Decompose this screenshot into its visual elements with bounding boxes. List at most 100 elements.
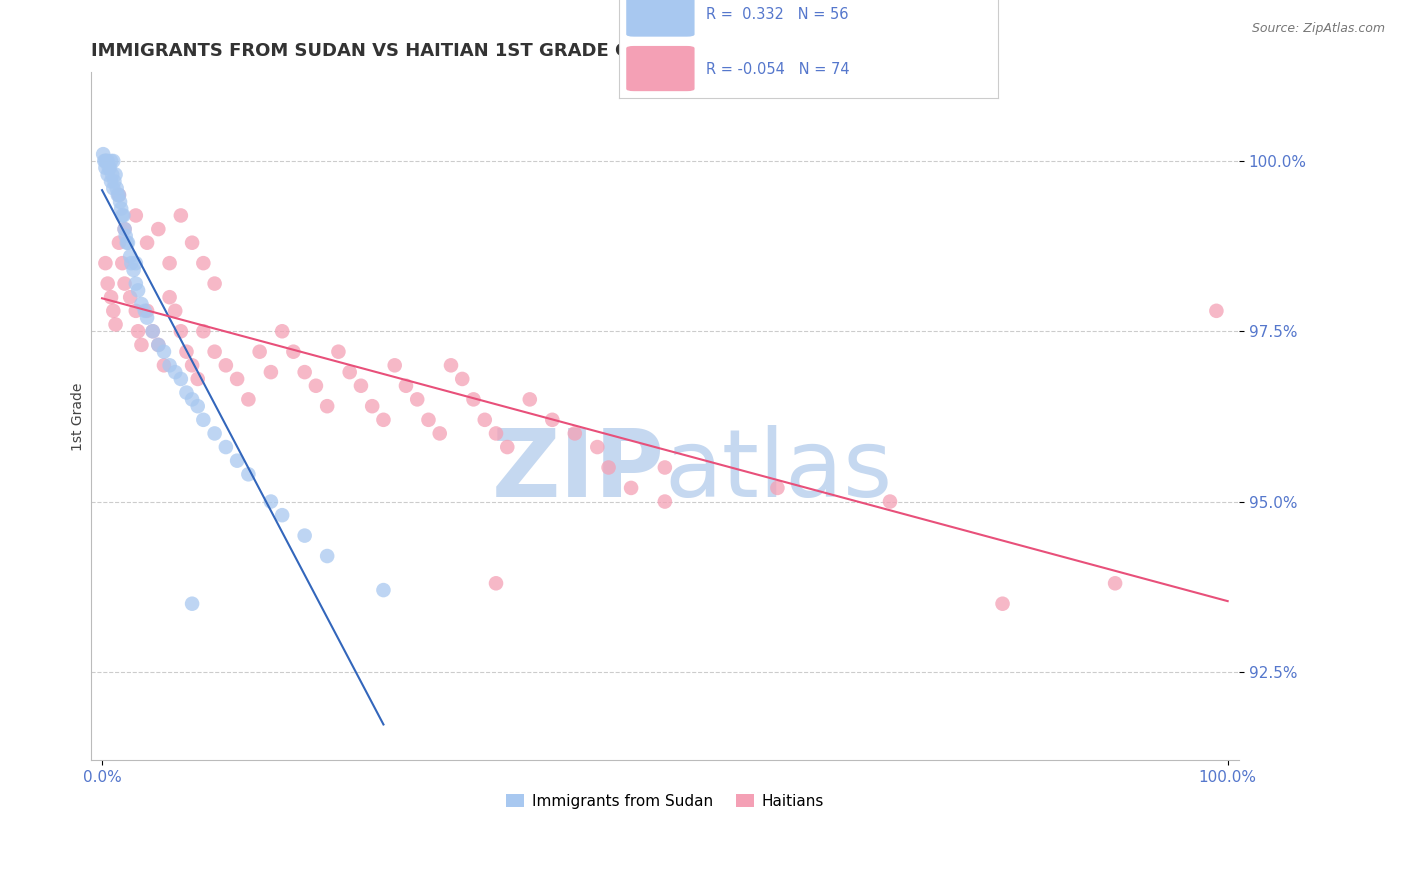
Point — [104, 318, 127, 332]
Point — [226, 372, 249, 386]
Point — [120, 290, 142, 304]
Text: R =  0.332   N = 56: R = 0.332 N = 56 — [706, 7, 848, 22]
Point — [485, 426, 508, 441]
Point — [305, 378, 328, 392]
Point — [204, 426, 226, 441]
Point — [148, 338, 170, 352]
Point — [541, 413, 564, 427]
Point — [564, 426, 586, 441]
Point — [165, 303, 187, 318]
Point — [103, 174, 125, 188]
Point — [181, 235, 204, 250]
Point — [176, 385, 198, 400]
Point — [451, 372, 474, 386]
Point — [108, 188, 131, 202]
Point — [260, 365, 283, 379]
Point — [100, 290, 122, 304]
Point — [879, 494, 901, 508]
Point — [474, 413, 496, 427]
Point — [125, 277, 148, 291]
Point — [193, 413, 215, 427]
Point — [100, 174, 122, 188]
Text: Source: ZipAtlas.com: Source: ZipAtlas.com — [1251, 22, 1385, 36]
Text: R = -0.054   N = 74: R = -0.054 N = 74 — [706, 62, 849, 77]
Point — [153, 359, 176, 373]
Point — [238, 467, 260, 482]
Point — [1104, 576, 1126, 591]
Point — [136, 235, 159, 250]
Point — [122, 263, 145, 277]
Point — [316, 399, 339, 413]
Point — [204, 344, 226, 359]
Point — [125, 256, 148, 270]
Point — [271, 508, 294, 523]
Point — [125, 209, 148, 223]
Text: IMMIGRANTS FROM SUDAN VS HAITIAN 1ST GRADE CORRELATION CHART: IMMIGRANTS FROM SUDAN VS HAITIAN 1ST GRA… — [91, 42, 830, 60]
Point — [111, 256, 134, 270]
Point — [148, 222, 170, 236]
Point — [105, 181, 128, 195]
Point — [170, 209, 193, 223]
Point — [107, 188, 129, 202]
Point — [103, 181, 125, 195]
Point — [93, 153, 115, 168]
Point — [496, 440, 519, 454]
Point — [114, 228, 136, 243]
Point — [181, 392, 204, 407]
Point — [159, 290, 181, 304]
Point — [176, 344, 198, 359]
Point — [187, 372, 209, 386]
Point — [654, 460, 676, 475]
Point — [350, 378, 373, 392]
Point — [153, 344, 176, 359]
Point — [165, 365, 187, 379]
Text: atlas: atlas — [665, 425, 893, 517]
Point — [131, 338, 153, 352]
Y-axis label: 1st Grade: 1st Grade — [72, 382, 86, 450]
Point — [395, 378, 418, 392]
Point — [193, 324, 215, 338]
Point — [215, 359, 238, 373]
Point — [103, 303, 125, 318]
Point — [94, 256, 117, 270]
Point — [361, 399, 384, 413]
FancyBboxPatch shape — [626, 0, 695, 37]
Point — [373, 583, 395, 598]
Point — [598, 460, 620, 475]
Point — [142, 324, 165, 338]
Point — [136, 303, 159, 318]
Point — [97, 168, 120, 182]
Point — [101, 168, 124, 182]
Point — [226, 453, 249, 467]
Point — [94, 153, 117, 168]
Point — [339, 365, 361, 379]
Point — [97, 153, 120, 168]
Point — [991, 597, 1014, 611]
Point — [485, 576, 508, 591]
Point — [406, 392, 429, 407]
Point — [283, 344, 305, 359]
Point — [114, 222, 136, 236]
Text: ZIP: ZIP — [492, 425, 665, 517]
Point — [463, 392, 485, 407]
Point — [271, 324, 294, 338]
Legend: Immigrants from Sudan, Haitians: Immigrants from Sudan, Haitians — [499, 788, 830, 814]
Point — [148, 338, 170, 352]
Point — [108, 235, 131, 250]
Point — [97, 161, 120, 175]
Point — [110, 202, 132, 216]
Point — [104, 168, 127, 182]
Point — [1205, 303, 1227, 318]
Point — [108, 194, 131, 209]
Point — [766, 481, 789, 495]
Point — [108, 188, 131, 202]
Point — [519, 392, 541, 407]
Point — [112, 209, 135, 223]
Point — [142, 324, 165, 338]
Point — [260, 494, 283, 508]
Point — [131, 297, 153, 311]
Point — [94, 161, 117, 175]
Point — [654, 494, 676, 508]
Point — [249, 344, 271, 359]
Point — [384, 359, 406, 373]
